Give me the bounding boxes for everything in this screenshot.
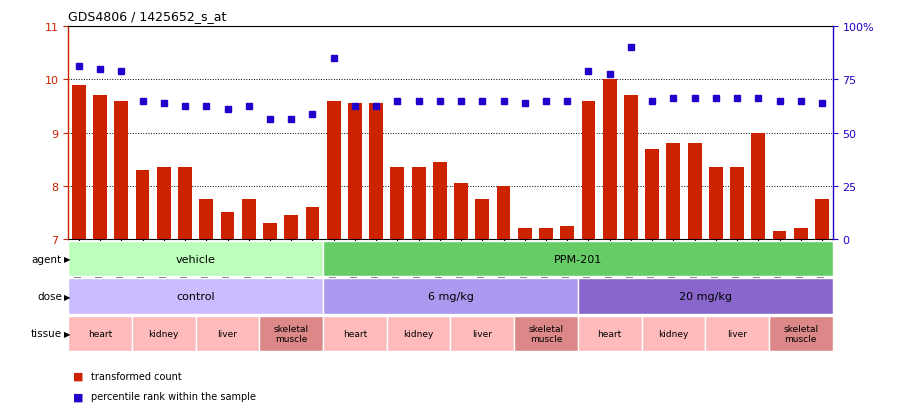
Bar — [518, 229, 531, 240]
Bar — [387, 316, 450, 351]
Text: transformed count: transformed count — [91, 371, 182, 381]
Bar — [323, 242, 833, 277]
Bar — [369, 104, 383, 240]
Bar — [348, 104, 362, 240]
Bar — [390, 168, 404, 240]
Bar — [642, 316, 705, 351]
Bar — [578, 316, 642, 351]
Text: kidney: kidney — [148, 329, 179, 338]
Bar — [475, 199, 490, 240]
Text: ■: ■ — [73, 392, 84, 401]
Text: 20 mg/kg: 20 mg/kg — [679, 291, 732, 301]
Bar — [815, 199, 829, 240]
Bar — [581, 101, 595, 240]
Text: kidney: kidney — [658, 329, 689, 338]
Bar — [68, 279, 323, 314]
Bar — [196, 316, 259, 351]
Bar — [306, 208, 319, 240]
Text: dose: dose — [37, 291, 62, 301]
Bar — [136, 171, 149, 240]
Bar — [132, 316, 196, 351]
Bar — [561, 226, 574, 240]
Bar — [68, 316, 132, 351]
Text: control: control — [177, 291, 215, 301]
Bar — [323, 279, 578, 314]
Bar — [705, 316, 769, 351]
Text: agent: agent — [32, 254, 62, 264]
Text: vehicle: vehicle — [176, 254, 216, 264]
Bar — [709, 168, 723, 240]
Bar — [602, 80, 617, 240]
Bar — [688, 144, 702, 240]
Bar — [666, 144, 681, 240]
Text: ▶: ▶ — [64, 292, 70, 301]
Bar — [514, 316, 578, 351]
Bar — [769, 316, 833, 351]
Text: skeletal
muscle: skeletal muscle — [529, 324, 563, 343]
Bar — [323, 316, 387, 351]
Bar — [433, 162, 447, 240]
Bar — [578, 279, 833, 314]
Bar — [220, 213, 235, 240]
Bar — [450, 316, 514, 351]
Bar — [115, 101, 128, 240]
Text: liver: liver — [217, 329, 238, 338]
Bar — [157, 168, 171, 240]
Bar — [178, 168, 192, 240]
Bar — [497, 186, 511, 240]
Bar — [327, 101, 340, 240]
Bar — [730, 168, 744, 240]
Text: skeletal
muscle: skeletal muscle — [274, 324, 308, 343]
Bar — [199, 199, 213, 240]
Text: GDS4806 / 1425652_s_at: GDS4806 / 1425652_s_at — [68, 10, 227, 23]
Bar — [72, 85, 86, 240]
Bar — [242, 199, 256, 240]
Bar — [411, 168, 426, 240]
Bar — [259, 316, 323, 351]
Bar — [624, 96, 638, 240]
Bar — [454, 184, 468, 240]
Text: liver: liver — [472, 329, 492, 338]
Bar — [539, 229, 553, 240]
Text: ▶: ▶ — [64, 255, 70, 263]
Text: PPM-201: PPM-201 — [553, 254, 602, 264]
Text: skeletal
muscle: skeletal muscle — [784, 324, 818, 343]
Bar — [794, 229, 808, 240]
Text: percentile rank within the sample: percentile rank within the sample — [91, 392, 256, 401]
Text: heart: heart — [343, 329, 367, 338]
Bar — [773, 232, 786, 240]
Text: tissue: tissue — [31, 328, 62, 339]
Bar — [284, 216, 298, 240]
Bar — [752, 133, 765, 240]
Text: heart: heart — [598, 329, 622, 338]
Text: liver: liver — [727, 329, 747, 338]
Text: kidney: kidney — [403, 329, 434, 338]
Text: ▶: ▶ — [64, 329, 70, 338]
Bar — [645, 149, 659, 240]
Bar — [68, 242, 323, 277]
Text: heart: heart — [88, 329, 112, 338]
Bar — [263, 223, 277, 240]
Text: ■: ■ — [73, 371, 84, 381]
Bar — [93, 96, 107, 240]
Text: 6 mg/kg: 6 mg/kg — [428, 291, 473, 301]
